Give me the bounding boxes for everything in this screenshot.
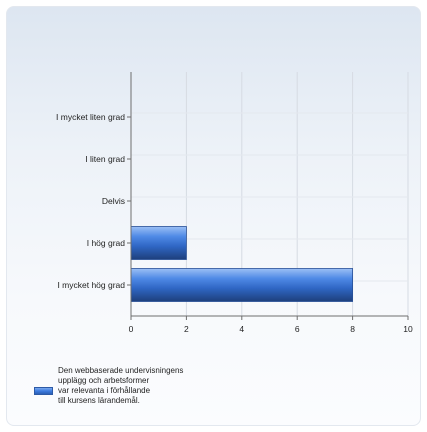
category-label: I liten grad bbox=[85, 154, 125, 164]
bar bbox=[130, 268, 354, 302]
category-label: Delvis bbox=[102, 196, 125, 206]
x-tick-label: 2 bbox=[184, 324, 189, 334]
bar bbox=[130, 226, 187, 260]
legend-swatch bbox=[34, 387, 53, 395]
category-label: I mycket liten grad bbox=[56, 112, 125, 122]
category-labels: I mycket liten grad I liten grad Delvis I h… bbox=[56, 112, 125, 290]
category-label: I mycket hög grad bbox=[57, 280, 125, 290]
x-tick-label: 4 bbox=[239, 324, 244, 334]
legend-label: Den webbaserade undervisningens upplägg … bbox=[58, 366, 184, 405]
x-tick-label: 8 bbox=[350, 324, 355, 334]
chart-frame bbox=[6, 6, 421, 426]
x-tick-labels: 0 2 4 6 8 10 bbox=[129, 324, 413, 334]
legend: Den webbaserade undervisningens upplägg … bbox=[34, 366, 274, 416]
x-tick-label: 10 bbox=[403, 324, 413, 334]
category-label: I hög grad bbox=[87, 238, 126, 248]
axes bbox=[127, 72, 409, 320]
x-tick-label: 0 bbox=[129, 324, 134, 334]
x-tick-label: 6 bbox=[295, 324, 300, 334]
